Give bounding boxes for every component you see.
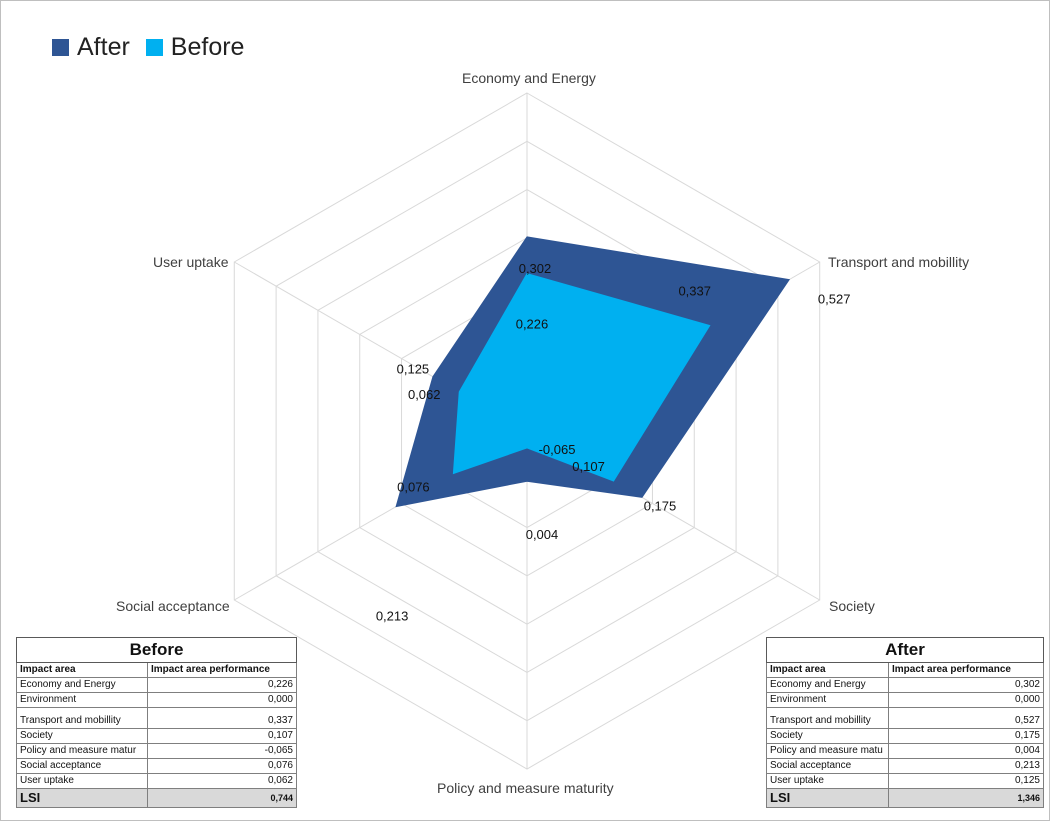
table-cell: Society bbox=[766, 728, 889, 744]
data-label-before: 0,076 bbox=[397, 479, 430, 494]
data-label-after: 0,175 bbox=[644, 498, 677, 513]
table-row: User uptake 0,125 bbox=[766, 773, 1044, 789]
table-cell: Economy and Energy bbox=[16, 677, 148, 693]
table-cell: Society bbox=[16, 728, 148, 744]
table-row: Environment 0,000 bbox=[766, 692, 1044, 708]
before-table-title: Before bbox=[16, 637, 297, 663]
data-label-after: 0,125 bbox=[397, 362, 430, 377]
after-header-performance: Impact area performance bbox=[888, 662, 1044, 678]
table-cell: 0,107 bbox=[147, 728, 297, 744]
table-cell: User uptake bbox=[16, 773, 148, 789]
table-row: Policy and measure matur -0,065 bbox=[16, 743, 297, 759]
table-cell: 0,213 bbox=[888, 758, 1044, 774]
lsi-label: LSI bbox=[16, 788, 148, 808]
lsi-value: 1,346 bbox=[888, 788, 1044, 808]
before-header-area: Impact area bbox=[16, 662, 148, 678]
table-row: Transport and mobillity 0,337 bbox=[16, 707, 297, 729]
table-row: Society 0,175 bbox=[766, 728, 1044, 744]
legend-label-before: Before bbox=[170, 33, 245, 61]
table-cell: 0,000 bbox=[888, 692, 1044, 708]
after-table-title: After bbox=[766, 637, 1044, 663]
table-row: User uptake 0,062 bbox=[16, 773, 297, 789]
table-cell: 0,527 bbox=[888, 707, 1044, 729]
table-cell: User uptake bbox=[766, 773, 889, 789]
table-cell: Policy and measure matur bbox=[16, 743, 148, 759]
table-row: Economy and Energy 0,226 bbox=[16, 677, 297, 693]
lsi-row: LSI 0,744 bbox=[16, 788, 297, 808]
series-area-before bbox=[452, 273, 711, 482]
legend-label-after: After bbox=[77, 33, 130, 61]
table-cell: -0,065 bbox=[147, 743, 297, 759]
table-row: Transport and mobillity 0,527 bbox=[766, 707, 1044, 729]
table-cell: Transport and mobillity bbox=[766, 707, 889, 729]
table-cell: 0,125 bbox=[888, 773, 1044, 789]
table-cell: 0,226 bbox=[147, 677, 297, 693]
table-row: Policy and measure matu 0,004 bbox=[766, 743, 1044, 759]
table-row: Social acceptance 0,076 bbox=[16, 758, 297, 774]
table-cell: 0,175 bbox=[888, 728, 1044, 744]
table-cell: Social acceptance bbox=[16, 758, 148, 774]
data-label-before: 0,337 bbox=[678, 283, 711, 298]
data-label-before: -0,065 bbox=[539, 442, 576, 457]
table-cell: 0,337 bbox=[147, 707, 297, 729]
axis-label-social: Social acceptance bbox=[116, 598, 230, 614]
axis-label-society: Society bbox=[829, 598, 875, 614]
after-table: After Impact area Impact area performanc… bbox=[766, 637, 1044, 808]
table-cell: Social acceptance bbox=[766, 758, 889, 774]
table-cell: 0,076 bbox=[147, 758, 297, 774]
table-row: Environment 0,000 bbox=[16, 692, 297, 708]
before-header-performance: Impact area performance bbox=[147, 662, 297, 678]
table-row: Society 0,107 bbox=[16, 728, 297, 744]
table-cell: Policy and measure matu bbox=[766, 743, 889, 759]
before-table: Before Impact area Impact area performan… bbox=[16, 637, 297, 808]
table-cell: Environment bbox=[766, 692, 889, 708]
axis-label-transport: Transport and mobillity bbox=[828, 254, 970, 270]
axis-label-policy: Policy and measure maturity bbox=[437, 780, 614, 796]
table-row: Social acceptance 0,213 bbox=[766, 758, 1044, 774]
data-label-after: 0,213 bbox=[376, 609, 409, 624]
legend-swatch-after bbox=[52, 39, 69, 56]
axis-label-economy: Economy and Energy bbox=[462, 70, 596, 86]
table-cell: Transport and mobillity bbox=[16, 707, 148, 729]
lsi-row: LSI 1,346 bbox=[766, 788, 1044, 808]
legend-item-after: After bbox=[52, 33, 130, 62]
after-header-area: Impact area bbox=[766, 662, 889, 678]
table-cell: Environment bbox=[16, 692, 148, 708]
lsi-label: LSI bbox=[766, 788, 889, 808]
data-label-after: 0,004 bbox=[526, 527, 559, 542]
data-label-before: 0,226 bbox=[516, 317, 549, 332]
table-cell: 0,302 bbox=[888, 677, 1044, 693]
table-cell: 0,062 bbox=[147, 773, 297, 789]
legend-swatch-before bbox=[145, 39, 163, 56]
table-cell: 0,000 bbox=[147, 692, 297, 708]
legend: After Before bbox=[52, 33, 260, 62]
data-label-before: 0,062 bbox=[408, 387, 441, 402]
data-label-after: 0,302 bbox=[519, 261, 552, 276]
radar-series bbox=[395, 236, 791, 508]
axis-label-user: User uptake bbox=[153, 254, 229, 270]
table-cell: Economy and Energy bbox=[766, 677, 889, 693]
table-row: Economy and Energy 0,302 bbox=[766, 677, 1044, 693]
data-label-before: 0,107 bbox=[572, 459, 605, 474]
lsi-value: 0,744 bbox=[147, 788, 297, 808]
table-cell: 0,004 bbox=[888, 743, 1044, 759]
legend-item-before: Before bbox=[145, 33, 245, 62]
data-label-after: 0,527 bbox=[818, 292, 851, 307]
data-labels: 0,302 0,527 0,175 0,004 0,213 0,125 0,226 0,337… bbox=[376, 261, 851, 624]
